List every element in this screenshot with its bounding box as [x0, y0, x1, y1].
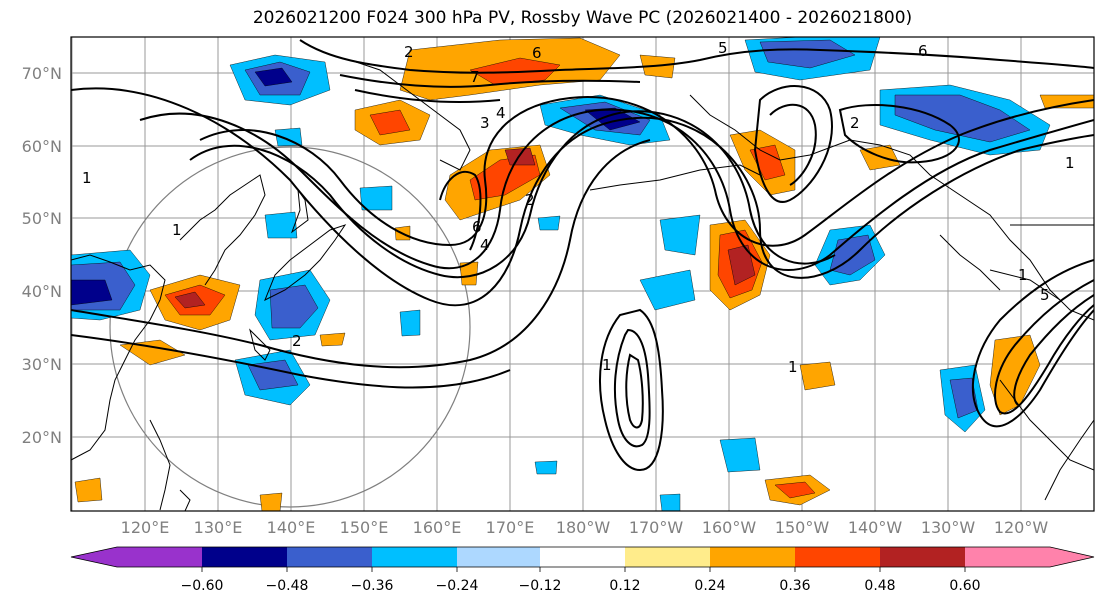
lon-label: 130°E	[194, 518, 243, 537]
contour-label: 5	[1040, 286, 1050, 304]
lon-label: 160°W	[702, 518, 757, 537]
colorbar-tick-label: −0.36	[351, 578, 394, 594]
contour-label: 2	[404, 43, 414, 61]
contour-label: 1	[172, 221, 182, 239]
latitude-labels: 70°N 60°N 50°N 40°N 30°N 20°N	[22, 64, 62, 447]
colorbar-segment	[710, 547, 795, 567]
colorbar-segment	[965, 547, 1050, 567]
contour-label: 5	[718, 39, 728, 57]
contour-label: 1	[1018, 266, 1028, 284]
colorbar-segment	[287, 547, 372, 567]
colorbar-extend-min	[71, 547, 117, 567]
longitude-labels: 120°E 130°E 140°E 150°E 160°E 170°E 180°…	[121, 518, 1049, 537]
coastlines	[71, 59, 1094, 511]
lon-label: 140°W	[848, 518, 903, 537]
range-circle	[109, 146, 471, 508]
colorbar-tick-label: 0.24	[694, 578, 725, 594]
lat-label: 70°N	[22, 64, 62, 83]
colorbar-segment	[625, 547, 710, 567]
lat-label: 40°N	[22, 282, 62, 301]
contour-label: 3	[480, 114, 490, 132]
colorbar: −0.60 −0.48 −0.36 −0.24 −0.12 0.12 0.24 …	[70, 546, 1095, 594]
colorbar-segment	[795, 547, 880, 567]
lat-label: 50°N	[22, 209, 62, 228]
map-title: 2026021200 F024 300 hPa PV, Rossby Wave …	[252, 8, 913, 28]
map-frame	[70, 36, 1095, 512]
lon-label: 160°E	[413, 518, 462, 537]
colorbar-tick-label: 0.12	[609, 578, 640, 594]
lon-label: 180°W	[556, 518, 611, 537]
pv-contours	[71, 39, 1094, 472]
colorbar-segment	[117, 547, 202, 567]
lon-label: 130°W	[921, 518, 976, 537]
colorbar-outline	[70, 546, 1095, 568]
colorbar-segment	[372, 547, 457, 567]
contour-label: 2	[525, 191, 535, 209]
colorbar-tick-label: 0.48	[864, 578, 895, 594]
lat-label: 60°N	[22, 137, 62, 156]
colorbar-segment	[540, 547, 625, 567]
colorbar-extend-max	[1050, 547, 1094, 567]
colorbar-tick-label: −0.60	[181, 578, 224, 594]
contour-label: 1	[602, 356, 612, 374]
lon-label: 170°E	[486, 518, 535, 537]
colorbar-segment	[457, 547, 540, 567]
colorbar-tick-label: −0.12	[519, 578, 562, 594]
colorbar-tick-label: 0.36	[779, 578, 810, 594]
colorbar-segment	[202, 547, 287, 567]
contour-label: 6	[918, 42, 928, 60]
colorbar-tick-label: 0.60	[949, 578, 980, 594]
lon-label: 120°E	[121, 518, 170, 537]
contour-label: 2	[292, 332, 302, 350]
contour-label: 7	[470, 68, 480, 86]
lon-label: 120°W	[994, 518, 1049, 537]
positive-anomalies	[74, 37, 1094, 511]
lon-label: 150°E	[340, 518, 389, 537]
contour-label: 4	[496, 104, 506, 122]
contour-label: 1	[82, 169, 92, 187]
lon-label: 140°E	[267, 518, 316, 537]
contour-labels: 2 6 7 5 6 4 3 2 1 1 6 4 1 2 1 1 1 2 5	[82, 39, 1075, 376]
contour-label: 1	[788, 358, 798, 376]
lon-label: 170°W	[629, 518, 684, 537]
colorbar-tick-label: −0.48	[266, 578, 309, 594]
lat-label: 20°N	[22, 428, 62, 447]
contour-label: 6	[532, 44, 542, 62]
lon-label: 150°W	[775, 518, 830, 537]
lat-label: 30°N	[22, 355, 62, 374]
contour-label: 1	[1065, 154, 1075, 172]
contour-label: 2	[850, 114, 860, 132]
colorbar-segment	[880, 547, 965, 567]
contour-label: 6	[472, 218, 482, 236]
contour-label: 4	[480, 236, 490, 254]
colorbar-tick-label: −0.24	[436, 578, 479, 594]
